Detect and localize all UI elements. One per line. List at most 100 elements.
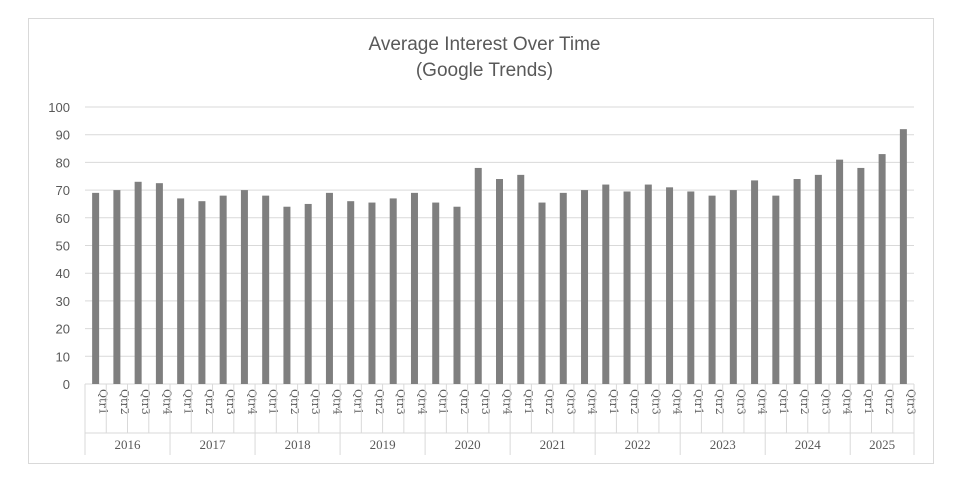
bar xyxy=(325,192,333,384)
chart-title: Average Interest Over Time xyxy=(368,34,601,55)
year-tick-label: 2023 xyxy=(710,437,736,452)
bar xyxy=(836,159,844,384)
quarter-tick-label: Qtr4 xyxy=(756,389,769,415)
quarter-tick-label: Qtr1 xyxy=(182,389,195,415)
quarter-tick-label: Qtr2 xyxy=(543,389,556,415)
quarter-tick-label: Qtr4 xyxy=(415,389,428,415)
bar xyxy=(134,181,142,384)
quarter-tick-label: Qtr3 xyxy=(904,389,917,415)
bar xyxy=(410,192,418,384)
bar xyxy=(878,154,886,384)
quarter-tick-label: Qtr1 xyxy=(862,389,875,415)
quarter-tick-label: Qtr1 xyxy=(777,389,790,415)
bar xyxy=(772,195,780,384)
quarter-tick-label: Qtr4 xyxy=(160,389,173,415)
bar xyxy=(474,167,482,384)
year-tick-label: 2020 xyxy=(455,437,481,452)
bar xyxy=(729,190,737,384)
quarter-tick-label: Qtr4 xyxy=(245,389,258,415)
bar xyxy=(857,167,865,384)
y-tick-label: 80 xyxy=(56,155,70,170)
year-tick-label: 2019 xyxy=(370,437,396,452)
bar xyxy=(453,206,461,384)
bar xyxy=(814,174,822,384)
quarter-tick-label: Qtr1 xyxy=(97,389,110,415)
quarter-tick-label: Qtr2 xyxy=(118,389,131,415)
quarter-tick-label: Qtr3 xyxy=(309,389,322,415)
year-tick-label: 2017 xyxy=(200,437,227,452)
bar xyxy=(581,190,589,384)
bar xyxy=(177,198,185,384)
y-tick-label: 30 xyxy=(56,294,70,309)
y-tick-label: 60 xyxy=(56,211,70,226)
quarter-tick-label: Qtr2 xyxy=(883,389,896,415)
bar xyxy=(198,201,206,384)
bar xyxy=(92,192,100,384)
quarter-tick-label: Qtr3 xyxy=(479,389,492,415)
bar xyxy=(751,180,759,384)
quarter-tick-label: Qtr2 xyxy=(798,389,811,415)
quarter-tick-label: Qtr4 xyxy=(841,389,854,415)
quarter-tick-label: Qtr2 xyxy=(373,389,386,415)
bar xyxy=(219,195,227,384)
quarter-tick-label: Qtr3 xyxy=(819,389,832,415)
bar xyxy=(793,179,801,384)
bar xyxy=(347,201,355,384)
year-tick-label: 2018 xyxy=(285,437,311,452)
y-tick-label: 100 xyxy=(48,100,70,115)
quarter-tick-label: Qtr2 xyxy=(628,389,641,415)
quarter-tick-label: Qtr3 xyxy=(224,389,237,415)
bar xyxy=(113,190,121,384)
bar xyxy=(623,191,631,384)
bar xyxy=(368,202,376,384)
quarter-tick-label: Qtr2 xyxy=(713,389,726,415)
quarter-tick-label: Qtr4 xyxy=(586,389,599,415)
bar xyxy=(602,184,610,384)
quarter-tick-label: Qtr1 xyxy=(267,389,280,415)
y-tick-label: 40 xyxy=(56,266,70,281)
bar xyxy=(283,206,291,384)
y-tick-label: 50 xyxy=(56,239,70,254)
quarter-tick-label: Qtr2 xyxy=(288,389,301,415)
y-tick-label: 0 xyxy=(63,377,70,392)
year-tick-label: 2016 xyxy=(115,437,142,452)
bar xyxy=(708,195,716,384)
bar xyxy=(155,183,163,384)
bar xyxy=(304,203,312,384)
quarter-tick-label: Qtr2 xyxy=(203,389,216,415)
year-tick-label: 2021 xyxy=(540,437,566,452)
bar xyxy=(432,202,440,384)
bar xyxy=(687,191,695,384)
y-tick-label: 90 xyxy=(56,128,70,143)
bar xyxy=(899,129,907,384)
quarter-tick-label: Qtr1 xyxy=(692,389,705,415)
quarter-tick-label: Qtr4 xyxy=(671,389,684,415)
bar xyxy=(389,198,397,384)
quarter-tick-label: Qtr1 xyxy=(522,389,535,415)
quarter-tick-label: Qtr3 xyxy=(394,389,407,415)
quarter-tick-label: Qtr3 xyxy=(139,389,152,415)
bar xyxy=(666,187,674,384)
quarter-tick-label: Qtr3 xyxy=(649,389,662,415)
quarter-tick-label: Qtr4 xyxy=(501,389,514,415)
quarter-tick-label: Qtr1 xyxy=(437,389,450,415)
x-axis: Qtr1 Qtr2 Qtr3 Qtr4 2016 Qtr1 Qtr2 Qtr3 Qtr4 2017… xyxy=(84,384,917,455)
year-tick-label: 2022 xyxy=(625,437,651,452)
y-tick-label: 20 xyxy=(56,322,70,337)
quarter-tick-label: Qtr3 xyxy=(734,389,747,415)
quarter-tick-label: Qtr3 xyxy=(564,389,577,415)
bar xyxy=(240,190,248,384)
quarter-tick-label: Qtr2 xyxy=(458,389,471,415)
quarter-tick-label: Qtr1 xyxy=(607,389,620,415)
bar xyxy=(262,195,270,384)
bars xyxy=(92,129,907,384)
year-tick-label: 2025 xyxy=(869,437,895,452)
bar xyxy=(644,184,652,384)
quarter-tick-label: Qtr4 xyxy=(330,389,343,415)
bar xyxy=(538,202,546,384)
y-tick-label: 70 xyxy=(56,183,70,198)
bar xyxy=(517,174,525,384)
quarter-tick-label: Qtr1 xyxy=(352,389,365,415)
bar xyxy=(559,192,567,384)
